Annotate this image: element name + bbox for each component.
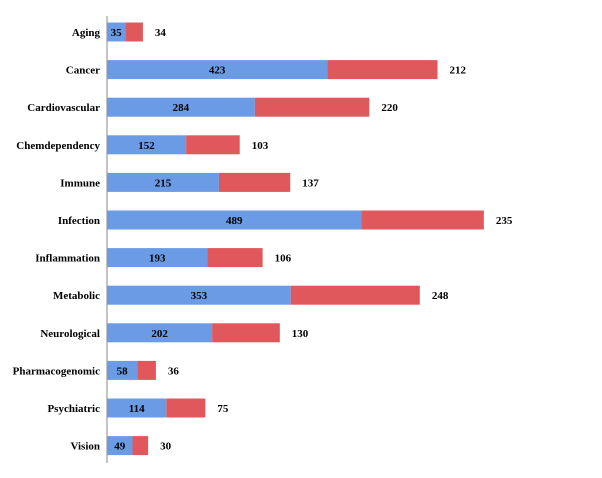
value-label-1: 193 xyxy=(149,253,166,265)
bar-segment-1 xyxy=(107,97,255,117)
value-label-2: 106 xyxy=(275,253,292,265)
category-label: Pharmacogenomic xyxy=(13,365,100,377)
category-label: Vision xyxy=(70,441,100,453)
value-label-1: 152 xyxy=(138,140,155,152)
value-label-1: 49 xyxy=(114,441,126,453)
bar-segment-1 xyxy=(107,210,362,230)
bar-segment-2 xyxy=(327,60,438,80)
category-label: Immune xyxy=(60,177,100,189)
category-label: Metabolic xyxy=(53,290,100,302)
bar-segment-2 xyxy=(361,210,484,230)
value-label-2: 103 xyxy=(252,140,269,152)
bar-segment-2 xyxy=(166,398,206,418)
category-label: Cancer xyxy=(66,65,100,77)
bar-segment-1 xyxy=(107,248,208,268)
bar-segment-1 xyxy=(107,398,167,418)
bar-segment-1 xyxy=(107,172,219,192)
value-label-2: 220 xyxy=(381,102,398,114)
category-label: Neurological xyxy=(40,328,100,340)
value-label-2: 137 xyxy=(302,177,319,189)
bar-segment-1 xyxy=(107,436,133,456)
value-label-1: 215 xyxy=(155,177,172,189)
category-label: Aging xyxy=(72,27,101,39)
value-label-2: 75 xyxy=(217,403,229,415)
value-label-2: 212 xyxy=(450,65,467,77)
value-label-2: 130 xyxy=(292,328,309,340)
value-label-1: 35 xyxy=(111,27,123,39)
bar-segment-2 xyxy=(254,97,370,117)
bar-segment-1 xyxy=(107,360,138,380)
value-label-1: 353 xyxy=(191,290,208,302)
bar-segment-1 xyxy=(107,323,213,343)
bar-segment-1 xyxy=(107,22,126,42)
category-label: Psychiatric xyxy=(47,403,100,415)
bar-segment-2 xyxy=(218,172,291,192)
value-label-1: 58 xyxy=(117,365,129,377)
value-label-1: 284 xyxy=(173,102,190,114)
bar-segment-1 xyxy=(107,285,291,305)
category-label: Cardiovascular xyxy=(27,102,100,114)
bars-group: Aging 35 34 Cancer 423 212 Cardiovascular 284 22… xyxy=(13,22,513,456)
value-label-2: 30 xyxy=(160,441,172,453)
value-label-1: 114 xyxy=(129,403,145,415)
category-label: Inflammation xyxy=(35,253,100,265)
bar-segment-2 xyxy=(132,436,149,456)
value-label-2: 34 xyxy=(155,27,167,39)
value-label-2: 248 xyxy=(432,290,449,302)
value-label-1: 489 xyxy=(226,215,243,227)
category-label: Infection xyxy=(58,215,100,227)
bar-segment-2 xyxy=(186,135,240,155)
bar-segment-1 xyxy=(107,135,187,155)
value-label-2: 36 xyxy=(168,365,180,377)
value-label-2: 235 xyxy=(496,215,513,227)
bar-segment-2 xyxy=(290,285,420,305)
bar-segment-2 xyxy=(207,248,263,268)
value-label-1: 423 xyxy=(209,65,226,77)
bar-segment-2 xyxy=(212,323,280,343)
bar-segment-2 xyxy=(125,22,143,42)
bar-segment-2 xyxy=(137,360,156,380)
value-label-1: 202 xyxy=(151,328,168,340)
bar-segment-1 xyxy=(107,60,328,80)
category-label: Chemdependency xyxy=(16,140,100,152)
